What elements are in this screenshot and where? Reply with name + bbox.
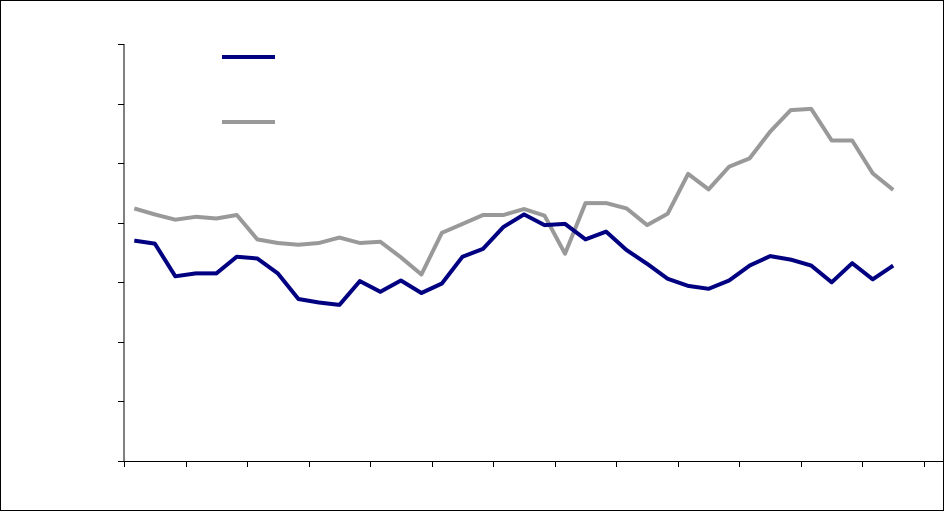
- series-line-1: [134, 212, 895, 307]
- y-axis: [118, 44, 125, 462]
- series-line-2: [133, 106, 895, 277]
- x-axis: [124, 461, 944, 467]
- legend: [222, 55, 275, 124]
- plot-series: [133, 106, 895, 307]
